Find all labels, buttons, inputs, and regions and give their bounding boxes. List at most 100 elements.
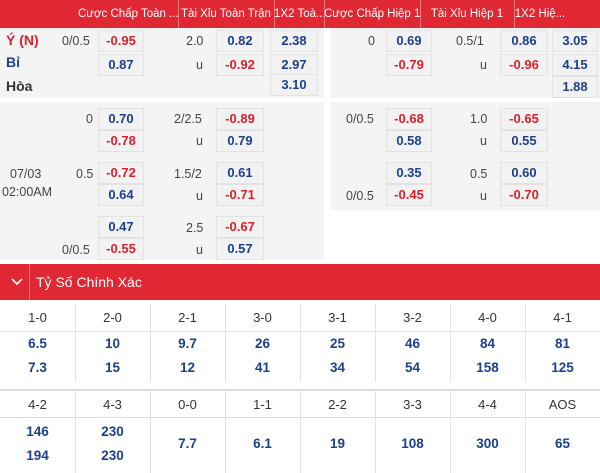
odds-cell[interactable]: 2.97: [270, 54, 318, 76]
col-handicap-h1[interactable]: Cược Chấp Hiệp 1: [324, 8, 420, 20]
odds-cell[interactable]: -0.55: [98, 238, 144, 260]
odds-cell[interactable]: 1.88: [552, 76, 598, 98]
ou-under-label: u: [196, 58, 203, 72]
score-label: 4-3: [103, 397, 122, 412]
score-label: 3-0: [253, 310, 272, 325]
h1-ah-line: 0: [368, 34, 375, 48]
odds-cell[interactable]: 0.69: [386, 30, 432, 52]
score-label: 1-0: [28, 310, 47, 325]
odds-cell[interactable]: 0.64: [98, 184, 144, 206]
odds-cell[interactable]: -0.68: [386, 108, 432, 130]
score-odds-draw[interactable]: 19: [329, 436, 346, 451]
odds-cell[interactable]: 0.55: [500, 130, 548, 152]
odds-cell[interactable]: 0.70: [98, 108, 144, 130]
odds-cell[interactable]: 0.35: [386, 162, 432, 184]
odds-cell[interactable]: -0.96: [500, 54, 548, 76]
odds-cell[interactable]: -0.95: [98, 30, 144, 52]
score-odds-home[interactable]: 25: [329, 336, 346, 351]
ou-under-label: u: [480, 189, 487, 203]
odds-cell[interactable]: -0.92: [216, 54, 264, 76]
score-odds-away[interactable]: 125: [551, 360, 574, 375]
score-odds-home[interactable]: 84: [479, 336, 496, 351]
score-row-2-values: 146 230 194 230 7.7 6.1 19 108 300 65: [0, 418, 600, 473]
chevron-down-icon[interactable]: [8, 272, 26, 290]
col-handicap-full[interactable]: Cược Chấp Toàn ...: [78, 8, 178, 20]
score-label: 2-1: [178, 310, 197, 325]
score-odds-away[interactable]: 41: [254, 360, 271, 375]
rows-full-bg: [0, 102, 324, 260]
odds-cell[interactable]: 0.57: [216, 238, 264, 260]
ah-line: 0.5: [76, 167, 94, 181]
odds-cell[interactable]: 0.60: [500, 162, 548, 184]
odds-cell[interactable]: -0.45: [386, 184, 432, 206]
h1-ou-line: 0.5: [470, 167, 488, 181]
score-label: 4-4: [478, 397, 497, 412]
odds-header: Cược Chấp Toàn ... Tài Xỉu Toàn Trận 1X2…: [0, 0, 600, 28]
ou-line: 2.5: [186, 221, 204, 235]
score-label: 0-0: [178, 397, 197, 412]
score-label: 1-1: [253, 397, 272, 412]
ah-line: 0/0.5: [62, 34, 90, 48]
score-odds-home[interactable]: 230: [101, 424, 124, 439]
odds-cell[interactable]: 4.15: [552, 54, 598, 76]
ah-line: 0: [86, 112, 93, 126]
score-odds-away[interactable]: 34: [329, 360, 346, 375]
score-odds-home[interactable]: 10: [104, 336, 121, 351]
odds-cell[interactable]: 0.47: [98, 216, 144, 238]
score-odds-away[interactable]: 7.3: [28, 360, 47, 375]
score-odds-home[interactable]: 6.5: [28, 336, 47, 351]
odds-cell[interactable]: -0.72: [98, 162, 144, 184]
score-odds-away[interactable]: 158: [476, 360, 499, 375]
score-odds-home[interactable]: 146: [26, 424, 49, 439]
odds-cell[interactable]: 0.87: [98, 54, 144, 76]
odds-cell[interactable]: 0.61: [216, 162, 264, 184]
score-odds-draw[interactable]: 300: [476, 436, 499, 451]
score-odds-aos[interactable]: 65: [554, 436, 571, 451]
odds-cell[interactable]: 2.38: [270, 30, 318, 52]
col-1x2-h1[interactable]: 1X2 Hiệ...: [514, 8, 566, 20]
score-odds-away[interactable]: 12: [179, 360, 196, 375]
odds-cell[interactable]: 0.82: [216, 30, 264, 52]
score-label: 3-3: [403, 397, 422, 412]
rows-h1-bg: [330, 102, 600, 210]
ou-under-label: u: [196, 243, 203, 257]
odds-panel: Ý (N) Bỉ Hòa 0/0.5 -0.95 0.87 2.0 u 0.82…: [0, 28, 600, 260]
match-time: 02:00AM: [2, 185, 53, 199]
h1-ou-line: 0.5/1: [456, 34, 484, 48]
odds-cell[interactable]: 3.05: [552, 30, 598, 52]
home-team: Ý (N): [6, 32, 39, 48]
odds-cell[interactable]: -0.89: [216, 108, 264, 130]
score-odds-home[interactable]: 26: [254, 336, 271, 351]
col-ou-full[interactable]: Tài Xỉu Toàn Trận: [181, 8, 271, 20]
odds-cell[interactable]: 0.86: [500, 30, 548, 52]
score-odds-draw[interactable]: 108: [401, 436, 424, 451]
odds-cell[interactable]: -0.65: [500, 108, 548, 130]
col-ou-h1[interactable]: Tài Xỉu Hiệp 1: [430, 8, 504, 20]
odds-cell[interactable]: 0.58: [386, 130, 432, 152]
score-odds-home[interactable]: 81: [554, 336, 571, 351]
odds-cell[interactable]: -0.78: [98, 130, 144, 152]
odds-cell[interactable]: 3.10: [270, 74, 318, 96]
odds-cell[interactable]: -0.67: [216, 216, 264, 238]
score-odds-home[interactable]: 46: [404, 336, 421, 351]
col-1x2-full[interactable]: 1X2 Toà...: [274, 8, 324, 20]
h1-ou-line: 1.0: [470, 112, 488, 126]
ou-line: 2.0: [186, 34, 204, 48]
score-odds-away[interactable]: 194: [26, 448, 49, 463]
score-odds-draw[interactable]: 7.7: [178, 436, 197, 451]
score-label: 3-2: [403, 310, 422, 325]
score-odds-away[interactable]: 230: [101, 448, 124, 463]
score-odds-away[interactable]: 15: [104, 360, 121, 375]
ou-under-label: u: [480, 134, 487, 148]
score-odds-away[interactable]: 54: [404, 360, 421, 375]
odds-cell[interactable]: 0.79: [216, 130, 264, 152]
score-label: AOS: [548, 397, 577, 412]
score-odds-draw[interactable]: 6.1: [253, 436, 272, 451]
odds-cell[interactable]: -0.79: [386, 54, 432, 76]
correct-score-header[interactable]: Tỷ Số Chính Xác: [0, 264, 600, 300]
odds-cell[interactable]: -0.70: [500, 184, 548, 206]
odds-cell[interactable]: -0.71: [216, 184, 264, 206]
ou-under-label: u: [196, 134, 203, 148]
score-row-1-values: 6.5 10 9.7 26 25 46 84 81 7.3 15 12 41 3…: [0, 332, 600, 382]
score-odds-home[interactable]: 9.7: [178, 336, 197, 351]
